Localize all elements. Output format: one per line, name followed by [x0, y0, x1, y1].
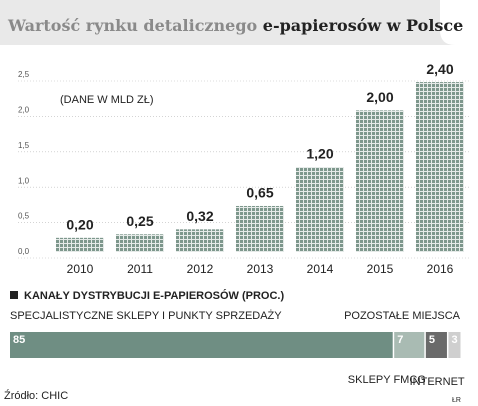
bar-segment: [394, 332, 425, 358]
value-label: 0,25: [126, 213, 153, 229]
bar-segment: [10, 332, 393, 358]
header-band: [0, 0, 455, 45]
x-tick-label: 2011: [127, 262, 153, 276]
x-tick-label: 2015: [367, 262, 394, 276]
legend-label: SPECJALISTYCZNE SKLEPY I PUNKTY SPRZEDAŻ…: [10, 309, 282, 322]
value-label: 0,32: [186, 208, 213, 224]
legend-label: POZOSTAŁE MIEJSCA: [344, 310, 461, 322]
legend-label: SKLEPY FMCG: [348, 374, 426, 386]
value-label: 1,20: [306, 146, 333, 162]
bar: [236, 205, 284, 252]
bar: [416, 82, 464, 252]
legend-label: INTERNET: [410, 376, 465, 388]
segment-label: 5: [429, 334, 435, 346]
chart-title: Wartość rynku detalicznego e-papierosów …: [7, 16, 463, 35]
bar-segment: [425, 332, 447, 358]
y-tick-label: 1,5: [18, 141, 30, 150]
segment-label: 85: [13, 334, 25, 346]
x-tick-label: 2013: [247, 262, 274, 276]
unit-note: (DANE W MLD ZŁ): [60, 94, 154, 106]
segment-label: 3: [451, 334, 457, 346]
source: Źródło: CHIC: [4, 389, 68, 402]
segment-label: 7: [397, 334, 403, 346]
x-tick-label: 2016: [427, 262, 454, 276]
value-label: 2,40: [426, 61, 453, 77]
bar: [356, 110, 404, 253]
bar: [176, 229, 224, 252]
section-bullet: [10, 291, 18, 299]
section-title: KANAŁY DYSTRYBUCJI E-PAPIEROSÓW (PROC.): [24, 289, 284, 302]
y-tick-label: 0,0: [18, 247, 30, 256]
y-tick-label: 1,0: [18, 176, 30, 185]
credit: ŁR: [452, 397, 461, 404]
value-label: 0,65: [246, 185, 273, 201]
y-tick-label: 2,5: [18, 70, 30, 79]
x-tick-label: 2010: [67, 262, 94, 276]
bar-segment: [448, 332, 461, 358]
value-label: 0,20: [66, 217, 93, 233]
title-part: Wartość rynku detalicznego: [7, 16, 258, 35]
y-tick-label: 0,5: [18, 212, 30, 221]
x-tick-label: 2014: [307, 262, 334, 276]
bar: [296, 167, 344, 252]
y-tick-label: 2,0: [18, 106, 30, 115]
bar: [56, 237, 104, 252]
title-highlight: e-papierosów w Polsce: [263, 16, 464, 35]
value-label: 2,00: [366, 89, 393, 105]
bar: [116, 234, 164, 252]
x-tick-label: 2012: [187, 262, 214, 276]
